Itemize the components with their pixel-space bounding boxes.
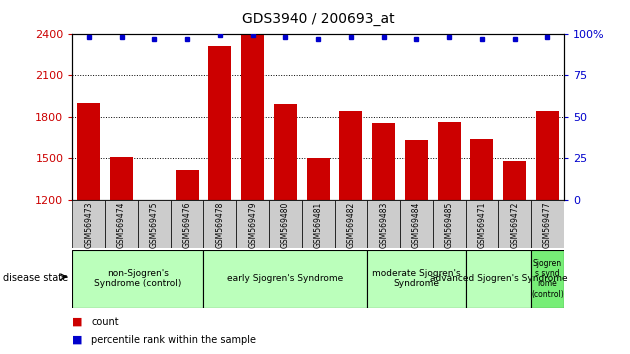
Bar <box>302 200 335 248</box>
Text: GSM569478: GSM569478 <box>215 201 224 248</box>
Text: Sjogren
s synd
rome
(control): Sjogren s synd rome (control) <box>531 259 564 299</box>
Bar <box>209 46 231 200</box>
Text: ■: ■ <box>72 335 83 345</box>
Bar <box>503 161 526 200</box>
Bar <box>466 200 498 248</box>
Text: GSM569479: GSM569479 <box>248 201 257 248</box>
Bar <box>72 200 105 248</box>
Bar <box>105 200 138 248</box>
Bar <box>236 200 269 248</box>
Text: count: count <box>91 317 119 327</box>
Text: non-Sjogren's
Syndrome (control): non-Sjogren's Syndrome (control) <box>94 269 181 289</box>
Bar <box>433 200 466 248</box>
Bar <box>471 139 493 200</box>
Bar <box>367 200 400 248</box>
Bar <box>340 110 362 200</box>
Bar <box>531 200 564 248</box>
Text: advanced Sjogren's Syndrome: advanced Sjogren's Syndrome <box>430 274 567 283</box>
Text: GSM569481: GSM569481 <box>314 201 323 248</box>
Text: GSM569475: GSM569475 <box>150 201 159 248</box>
Text: moderate Sjogren's
Syndrome: moderate Sjogren's Syndrome <box>372 269 461 289</box>
Bar <box>307 159 329 200</box>
Bar <box>372 123 395 200</box>
Text: percentile rank within the sample: percentile rank within the sample <box>91 335 256 345</box>
Text: GSM569474: GSM569474 <box>117 201 126 248</box>
Bar <box>367 250 466 308</box>
Text: GSM569473: GSM569473 <box>84 201 93 248</box>
Text: GSM569476: GSM569476 <box>183 201 192 248</box>
Text: GSM569482: GSM569482 <box>346 201 355 248</box>
Bar <box>438 122 461 200</box>
Text: GDS3940 / 200693_at: GDS3940 / 200693_at <box>242 12 394 27</box>
Text: GSM569477: GSM569477 <box>543 201 552 248</box>
Text: early Sjogren's Syndrome: early Sjogren's Syndrome <box>227 274 343 283</box>
Bar <box>138 200 171 248</box>
Bar <box>466 250 531 308</box>
Bar <box>176 170 198 200</box>
Bar <box>498 200 531 248</box>
Text: GSM569483: GSM569483 <box>379 201 388 248</box>
Bar <box>536 111 559 200</box>
Bar <box>269 200 302 248</box>
Bar <box>274 104 297 200</box>
Bar <box>171 200 203 248</box>
Bar <box>72 250 203 308</box>
Bar <box>203 200 236 248</box>
Bar <box>203 250 367 308</box>
Text: GSM569484: GSM569484 <box>412 201 421 248</box>
Text: GSM569472: GSM569472 <box>510 201 519 248</box>
Bar <box>241 35 264 200</box>
Bar <box>405 140 428 200</box>
Text: GSM569485: GSM569485 <box>445 201 454 248</box>
Bar <box>531 250 564 308</box>
Text: disease state: disease state <box>3 273 68 283</box>
Bar <box>77 103 100 200</box>
Bar <box>400 200 433 248</box>
Bar <box>143 200 166 201</box>
Text: GSM569480: GSM569480 <box>281 201 290 248</box>
Bar <box>110 157 133 200</box>
Text: GSM569471: GSM569471 <box>478 201 486 248</box>
Text: ■: ■ <box>72 317 83 327</box>
Bar <box>335 200 367 248</box>
